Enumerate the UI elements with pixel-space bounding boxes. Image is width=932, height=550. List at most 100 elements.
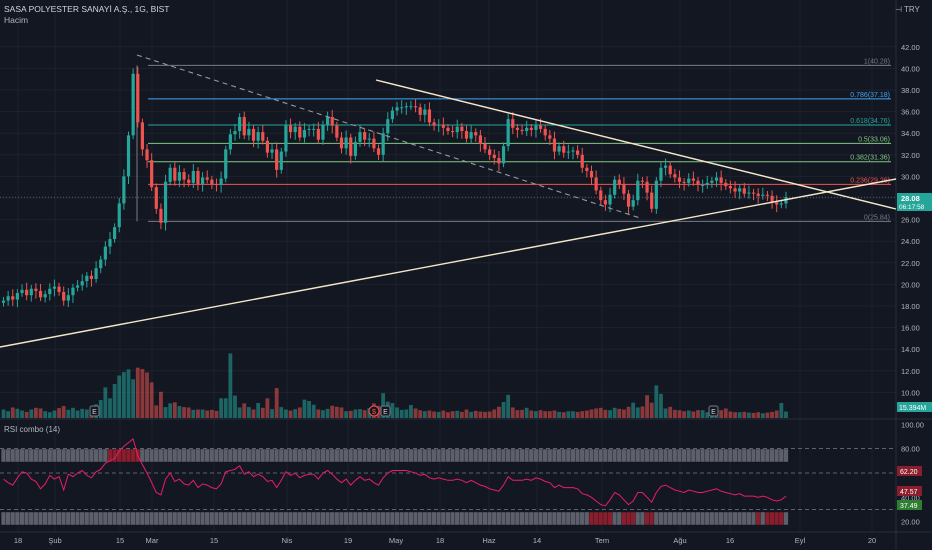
volume-bar [612,407,617,418]
volume-bar [672,409,677,418]
candle [566,151,570,153]
candle [501,146,506,164]
volume-bar [770,411,774,418]
candle [710,180,714,183]
candle [1,300,6,303]
candle [636,180,640,201]
volume-bar [584,410,589,418]
volume-bar [256,403,261,418]
volume-bar [705,412,710,418]
candle [455,126,459,133]
volume-bar [358,409,362,418]
candle [99,259,103,269]
candle [400,107,404,109]
volume-bar [353,409,358,418]
volume-bar [209,409,214,418]
candle [363,132,367,140]
candle [761,194,765,196]
candle [427,109,432,123]
volume-bar [274,388,279,418]
price-axis[interactable]: 42.0040.0038.0036.0034.0032.0030.0028.00… [897,43,932,527]
volume-bar [700,410,705,418]
volume-bar [608,410,612,418]
dividend-marker[interactable]: $ [368,405,380,417]
volume-bar [413,408,418,418]
candle [515,127,520,130]
volume-bar [242,403,247,418]
candle [214,183,219,186]
candle [200,177,205,184]
volume-bar [251,409,256,418]
volume-label: Hacim [4,15,28,25]
volume-bar [399,409,404,418]
volume-bar [418,410,423,418]
volume-bar [497,406,501,418]
volume-bar [196,409,200,418]
earnings-marker[interactable]: E [89,405,100,417]
candle [140,122,144,150]
candle [150,160,154,188]
volume-bar [1,409,6,418]
trend-lines[interactable] [0,54,897,348]
currency-label: TRY [904,5,921,14]
candle [613,179,617,195]
candle [381,133,385,155]
volume-bar [362,410,367,418]
earnings-marker[interactable]: E [380,405,391,417]
candle [89,275,94,279]
fibonacci-retracement[interactable]: 1(40.28) 0.786(37.18) 0.618(34.76) 0.5(33.0… [136,58,891,222]
candle [413,106,418,108]
candle [451,131,455,133]
candle [173,167,177,181]
volume-bar [432,411,436,418]
symbol-title: SASA POLYESTER SANAYİ A.Ş., 1G, BIST [4,4,170,14]
time-axis[interactable]: 18 Şub 15 Mar 15 Nis 19 May 18 Haz 14 Tem Ağu 16 Eyl 20 [14,536,876,545]
candle [353,141,357,156]
volume-bar [145,372,149,418]
volume-bar [20,410,24,418]
rsi-tick-label: 80.00 [901,445,920,454]
candle [335,125,339,138]
volume-bar [404,409,409,418]
volume-bar [733,412,737,418]
candle [247,128,251,136]
volume-bar [330,405,335,418]
rsi-value-badge: 47.57 [897,486,922,496]
volume-bar [279,407,284,418]
candle [284,125,288,152]
dashed-trendline[interactable] [136,54,641,219]
volume-bar [302,399,307,418]
candle [386,119,390,134]
time-tick-label: 15 [116,536,124,545]
candle [191,171,195,183]
candle [488,149,492,155]
candle [663,165,668,168]
currency-icon[interactable]: ⊣ [895,5,902,14]
price-tick-label: 24.00 [901,237,920,246]
volume-bar [159,391,163,418]
volume-bar [515,410,520,418]
volume-bar [659,393,663,418]
descending-trendline[interactable] [375,79,897,210]
volume-bar [478,411,483,418]
candle [224,149,228,179]
rsi-pane [0,438,896,526]
rsi-title: RSI combo (14) [4,425,60,434]
volume-bar [603,409,608,418]
candle [701,185,705,187]
fib-level-label: 0(25.84) [864,214,890,221]
earnings-marker[interactable]: E [708,405,719,417]
volume-bar [501,402,506,418]
volume-bar [626,406,631,418]
rsi-lower-band [0,511,789,526]
volume-bar [182,407,186,418]
ascending-trendline[interactable] [0,178,897,348]
volume-bar [260,407,265,418]
candle [159,208,163,223]
candle [714,177,719,181]
time-tick-label: Haz [482,536,496,545]
candle [80,281,84,286]
volume-bar [446,412,450,418]
